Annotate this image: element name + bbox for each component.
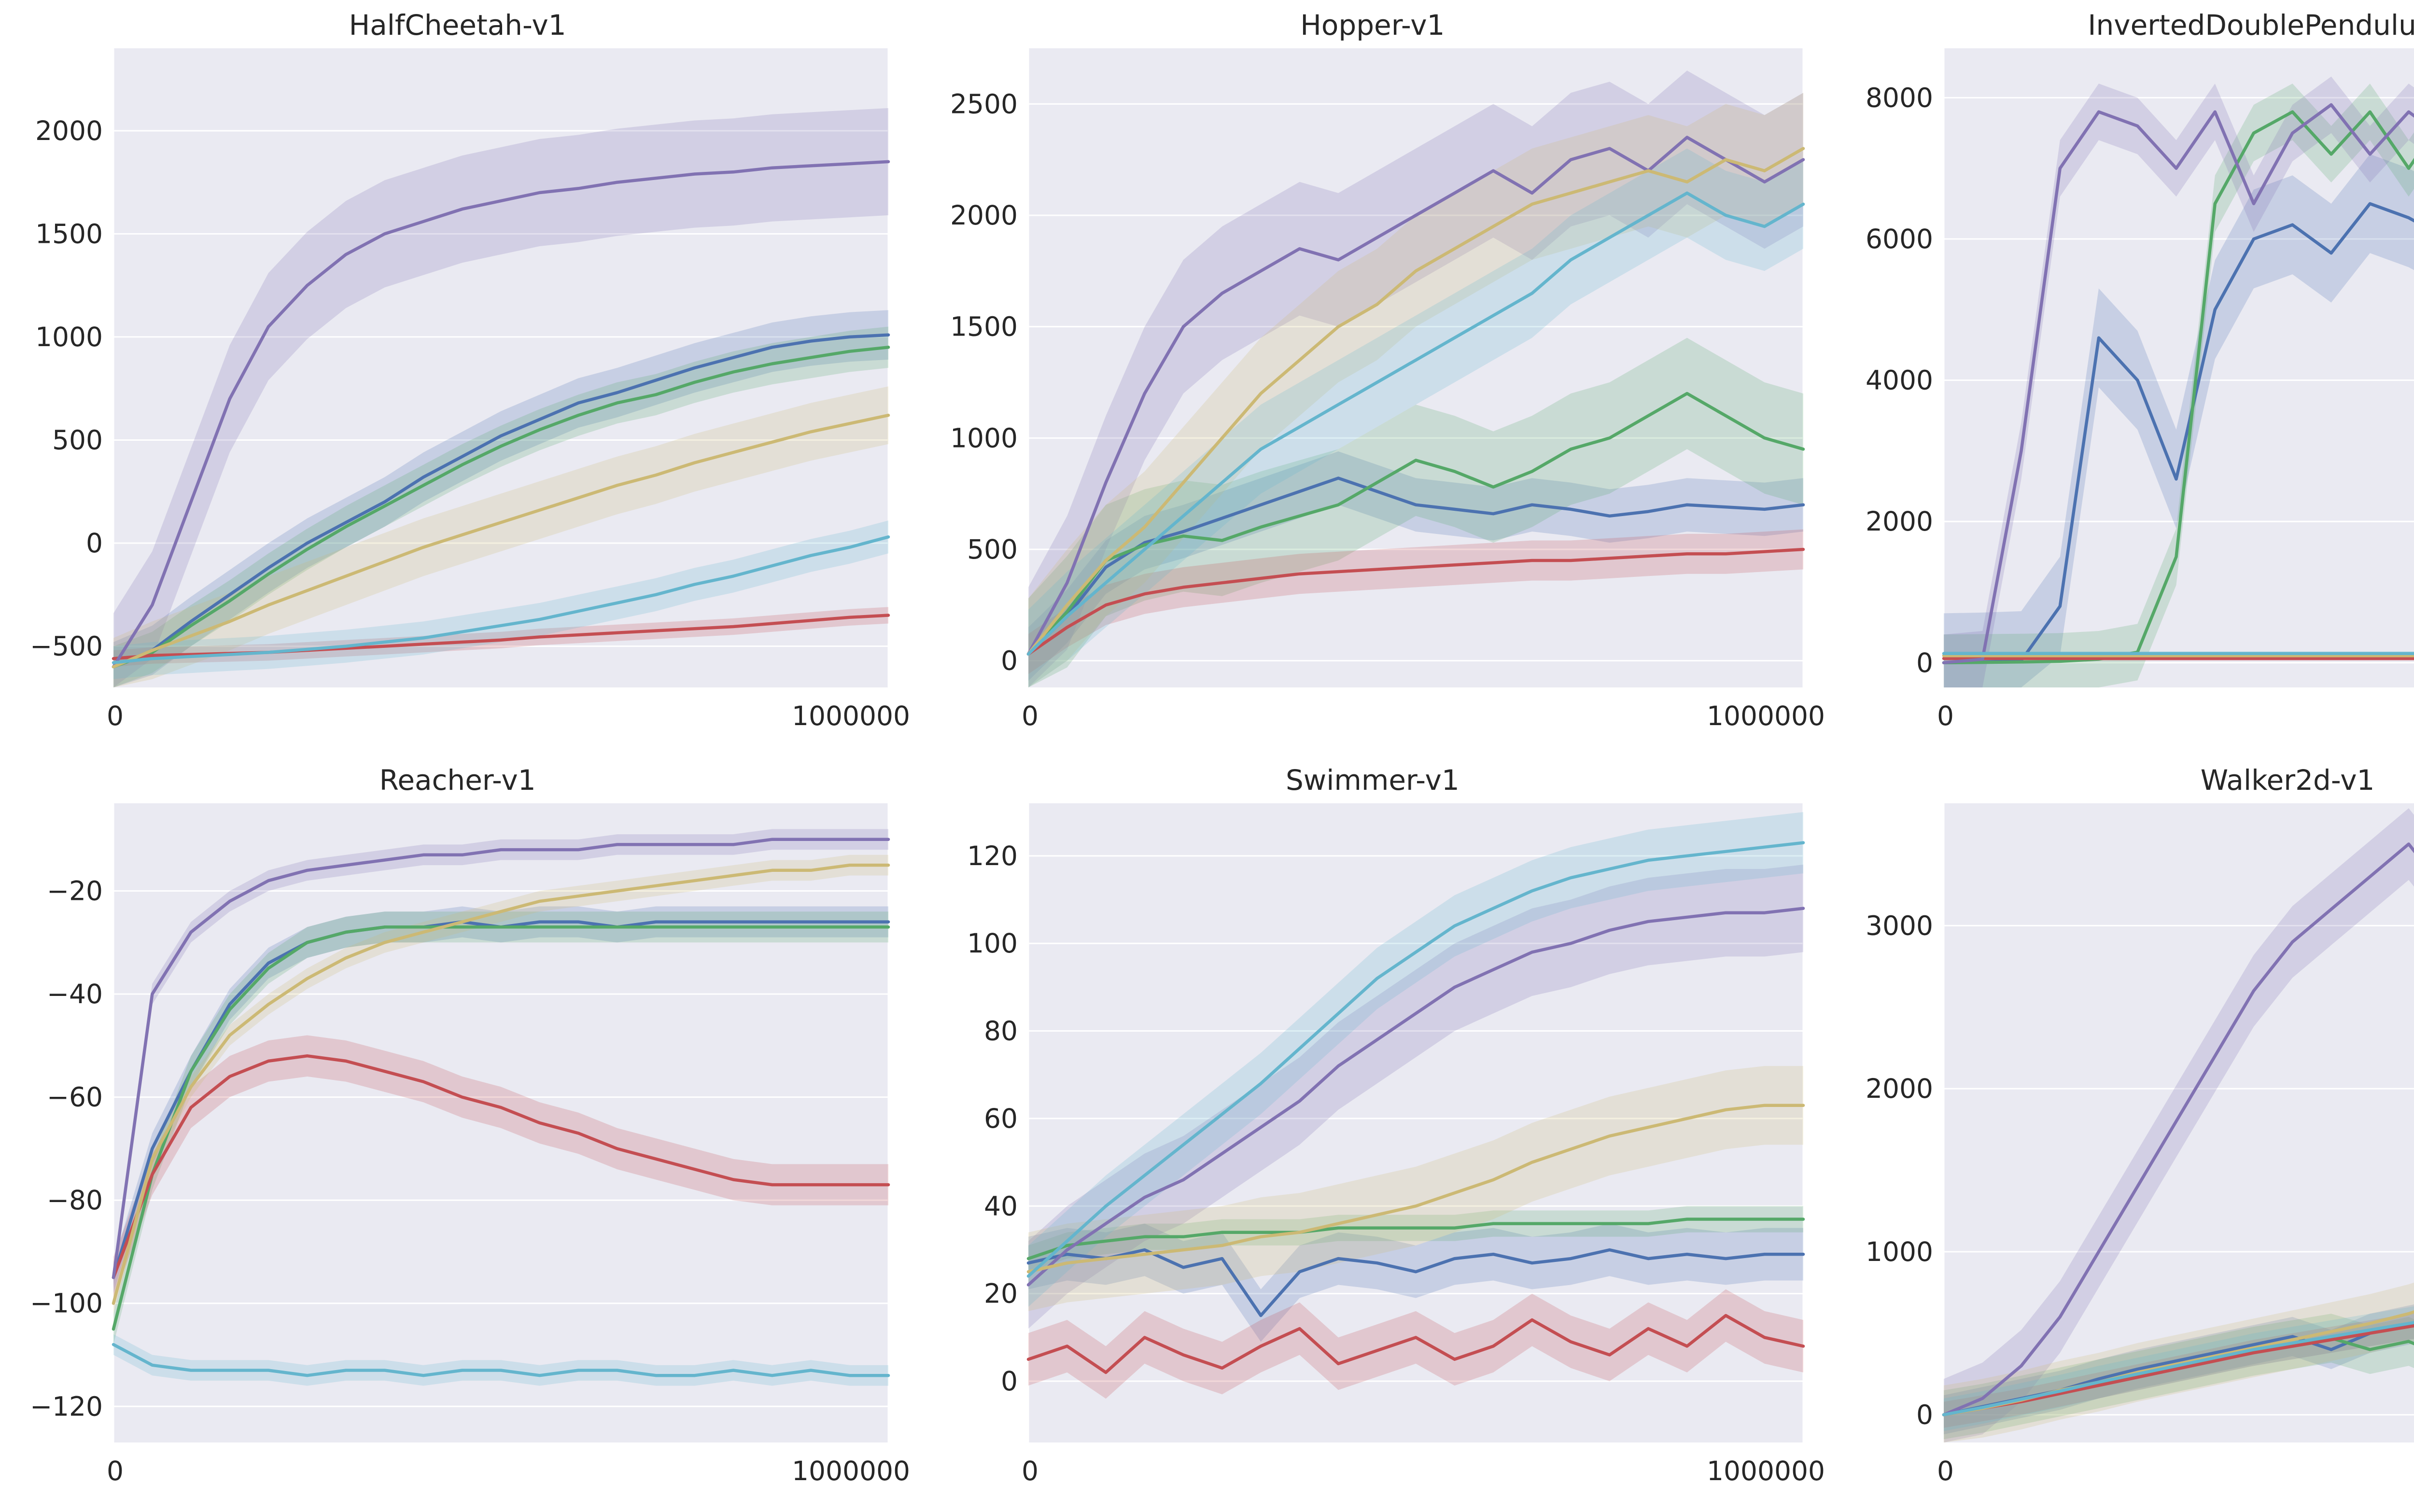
x-tick-label: 0 [1937, 1456, 1954, 1486]
y-tick-label: −120 [30, 1391, 103, 1422]
y-tick-label: 4000 [1866, 365, 1933, 396]
y-tick-label: 1500 [35, 218, 103, 249]
y-tick-label: −60 [47, 1082, 103, 1113]
y-tick-label: 0 [1916, 647, 1933, 678]
x-tick-label: 0 [1937, 700, 1954, 731]
y-tick-label: 1000 [950, 422, 1018, 453]
y-tick-label: 20 [984, 1278, 1018, 1309]
plot-area-inverteddoublependulum: 0200040006000800001000000 [1830, 0, 2414, 755]
chart-svg: 0 500 1000 1500 2000 2500 0 1000000 [915, 0, 1830, 755]
y-tick-label: −500 [30, 631, 103, 662]
y-tick-label: 1000 [1866, 1236, 1933, 1267]
x-tick-label: 0 [107, 1456, 124, 1486]
y-tick-label: 500 [52, 424, 103, 455]
y-tick-label: 0 [1001, 1366, 1018, 1397]
y-tick-label: −80 [47, 1185, 103, 1216]
chart-inverteddoublependulum: InvertedDoublePendulum-v1 02000400060008… [1830, 0, 2414, 755]
x-tick-label: 1000000 [792, 1456, 910, 1486]
y-tick-label: 80 [984, 1016, 1018, 1047]
chart-svg: −500 0 500 1000 1500 2000 0 1000000 [0, 0, 915, 755]
y-tick-label: 2500 [950, 88, 1018, 119]
plot-area-halfcheetah: −500 0 500 1000 1500 2000 0 1000000 [0, 0, 915, 755]
y-tick-label: 1500 [950, 311, 1018, 342]
y-tick-label: 0 [86, 528, 103, 559]
y-tick-label: 8000 [1866, 82, 1933, 113]
chart-walker2d: Walker2d-v1 010002000300001000000 [1830, 755, 2414, 1510]
x-tick-label: 1000000 [1707, 1456, 1825, 1486]
x-tick-label: 1000000 [1707, 700, 1825, 731]
y-tick-label: 40 [984, 1190, 1018, 1221]
y-tick-label: −40 [47, 979, 103, 1009]
y-tick-label: −20 [47, 876, 103, 907]
x-tick-label: 0 [107, 700, 124, 731]
y-tick-label: 3000 [1866, 910, 1933, 941]
x-tick-label: 0 [1022, 1456, 1039, 1486]
y-tick-label: 2000 [1866, 506, 1933, 537]
plot-area-walker2d: 010002000300001000000 [1830, 755, 2414, 1510]
y-tick-label: 2000 [950, 200, 1018, 231]
y-tick-label: 100 [967, 928, 1018, 959]
y-tick-label: 500 [967, 534, 1018, 565]
y-tick-label: 120 [967, 840, 1018, 871]
y-tick-label: 2000 [1866, 1073, 1933, 1104]
plot-area-swimmer: 0 20 40 60 80 100 120 0 1000000 [915, 755, 1830, 1510]
y-tick-label: 6000 [1866, 224, 1933, 254]
chart-svg: 0200040006000800001000000 [1830, 0, 2414, 755]
y-tick-label: 2000 [35, 115, 103, 146]
y-tick-label: 60 [984, 1103, 1018, 1134]
y-tick-label: 1000 [35, 322, 103, 352]
chart-svg: −120 −100 −80 −60 −40 −20 0 1000000 [0, 755, 915, 1510]
x-tick-label: 0 [1022, 700, 1039, 731]
plot-area-hopper: 0 500 1000 1500 2000 2500 0 1000000 [915, 0, 1830, 755]
y-tick-label: 0 [1001, 645, 1018, 676]
chart-svg: 010002000300001000000 [1830, 755, 2414, 1510]
plot-area-reacher: −120 −100 −80 −60 −40 −20 0 1000000 [0, 755, 915, 1510]
chart-svg: 0 20 40 60 80 100 120 0 1000000 [915, 755, 1830, 1510]
x-tick-label: 1000000 [792, 700, 910, 731]
y-tick-label: −100 [30, 1288, 103, 1319]
y-tick-label: 0 [1916, 1400, 1933, 1430]
